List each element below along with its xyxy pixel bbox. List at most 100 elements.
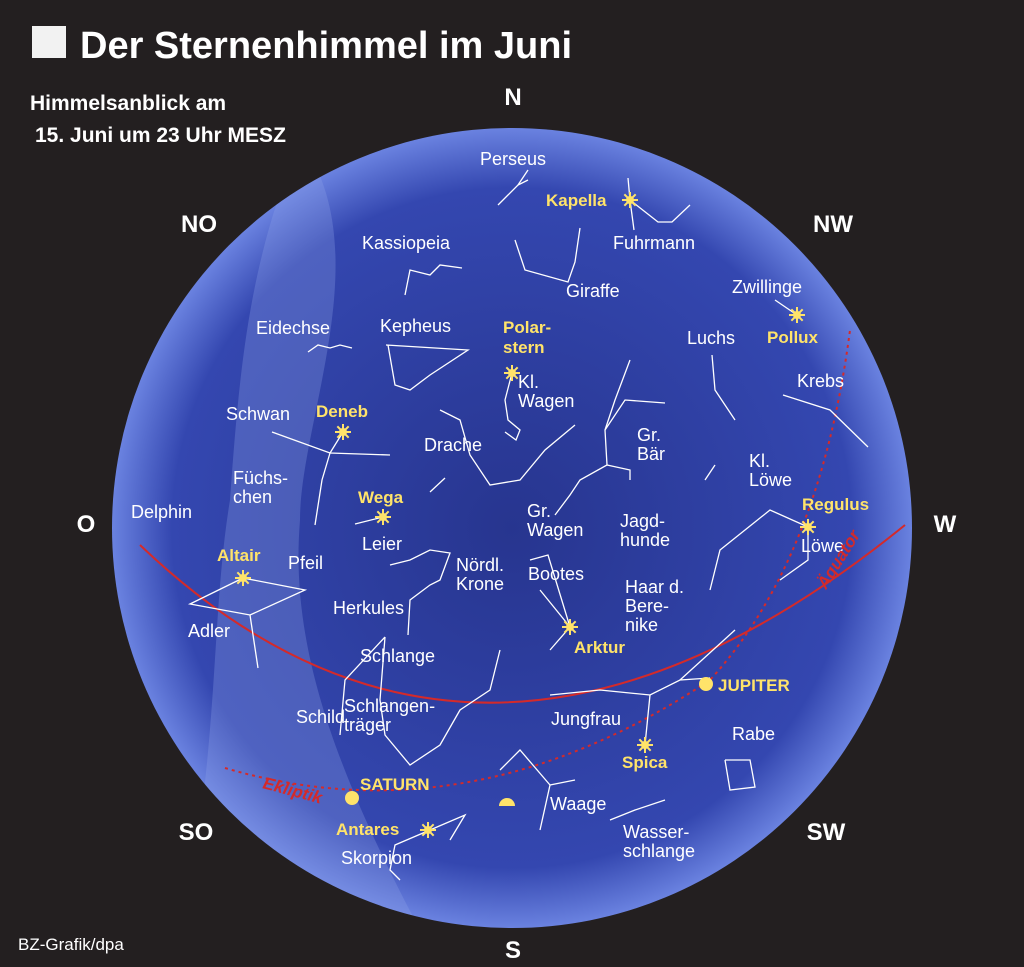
star-symbol [335,424,351,440]
direction-label: S [505,937,521,964]
constellation-label: Drache [424,435,482,455]
constellation-label: Schlange [360,646,435,666]
star-core [641,741,649,749]
star-symbol [637,737,653,753]
planet-symbol [345,791,359,805]
direction-label: NO [181,211,217,238]
star-core [508,369,516,377]
equator-line [139,524,906,704]
constellation-label: Kl. [518,372,539,392]
direction-label: SO [179,819,214,846]
star-symbol [562,619,578,635]
star-core [793,311,801,319]
constellation-label: Schlangen- [344,696,435,716]
star-core [804,523,812,531]
star-core [339,428,347,436]
direction-label: SW [807,819,846,846]
ecliptic-line [224,329,851,792]
constellation-label: Giraffe [566,281,620,301]
constellation-label: Wagen [518,391,574,411]
star-label: Deneb [316,402,368,421]
sky-disc [112,128,912,928]
constellation-label: Bootes [528,564,584,584]
star-symbol [420,822,436,838]
constellation-label: nike [625,615,658,635]
constellation-label: Kl. [749,451,770,471]
subtitle: Himmelsanblick am [30,92,226,115]
constellation-label: schlange [623,841,695,861]
constellation-label: Fuhrmann [613,233,695,253]
constellation-label: Jungfrau [551,709,621,729]
star-label: Altair [217,546,261,565]
star-label: Pollux [767,328,819,347]
constellation-label: Jagd- [620,511,665,531]
constellation-label: Krone [456,574,504,594]
star-core [379,513,387,521]
direction-label: N [504,84,521,111]
constellation-label: Leier [362,534,402,554]
constellation-label: Kepheus [380,316,451,336]
constellation-label: Schwan [226,404,290,424]
constellation-label: Gr. [527,501,551,521]
star-symbol [375,509,391,525]
constellation-label: Skorpion [341,848,412,868]
star-label: Spica [622,753,668,772]
constellation-label: Kassiopeia [362,233,451,253]
constellation-label: Perseus [480,149,546,169]
constellation-label: Nördl. [456,555,504,575]
constellation-label: Rabe [732,724,775,744]
star-core [626,196,634,204]
constellation-label: Krebs [797,371,844,391]
constellation-label: Gr. [637,425,661,445]
star-core [566,623,574,631]
star-label: Antares [336,820,399,839]
constellation-label: Löwe [749,470,792,490]
milky-way [139,140,906,928]
constellation-label: Zwillinge [732,277,802,297]
constellation-label: Eidechse [256,318,330,338]
star-label: Arktur [574,638,625,657]
constellation-label: Delphin [131,502,192,522]
star-symbol [789,307,805,323]
constellation-label: chen [233,487,272,507]
subtitle: 15. Juni um 23 Uhr MESZ [35,124,286,147]
star-label: stern [503,338,545,357]
constellation-label: Löwe [801,536,844,556]
constellation-label: Bere- [625,596,669,616]
direction-label: W [934,511,957,538]
moon-symbol [499,798,515,806]
star-core [424,826,432,834]
title-box [32,26,66,58]
star-label: Wega [358,488,404,507]
constellation-label: Schild [296,707,345,727]
planet-label: SATURN [360,775,430,794]
constellation-label: Wasser- [623,822,689,842]
constellation-label: Bär [637,444,665,464]
constellation-label: Haar d. [625,577,684,597]
star-symbol [622,192,638,208]
constellation-label: Herkules [333,598,404,618]
planet-label: JUPITER [718,676,790,695]
title: Der Sternenhimmel im Juni [80,25,572,67]
direction-label: NW [813,211,853,238]
star-symbol [504,365,520,381]
credit: BZ-Grafik/dpa [18,935,124,954]
constellation-label: träger [344,715,391,735]
constellation-label: hunde [620,530,670,550]
star-symbol [800,519,816,535]
star-core [239,574,247,582]
constellation-label: Waage [550,794,606,814]
direction-label: O [77,511,96,538]
star-label: Polar- [503,318,551,337]
constellation-label: Wagen [527,520,583,540]
star-label: Regulus [802,495,869,514]
star-label: Kapella [546,191,607,210]
constellation-label: Adler [188,621,230,641]
constellation-label: Pfeil [288,553,323,573]
constellation-label: Luchs [687,328,735,348]
constellation-label: Füchs- [233,468,288,488]
planet-symbol [699,677,713,691]
constellation-lines [187,169,869,881]
star-symbol [235,570,251,586]
